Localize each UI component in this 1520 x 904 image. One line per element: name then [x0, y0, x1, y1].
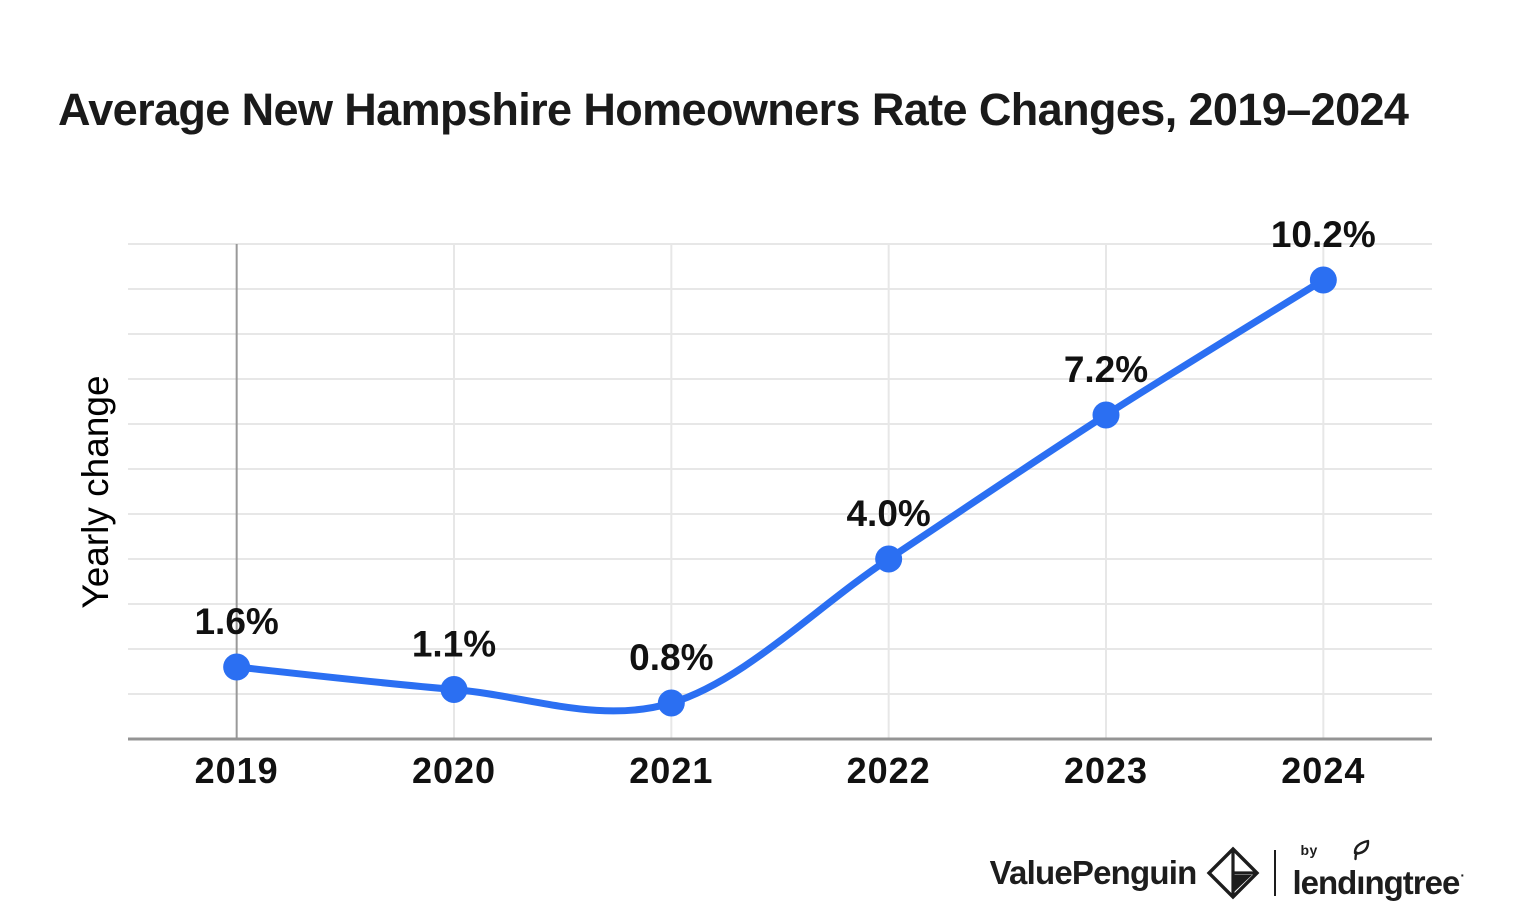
- leaf-icon: [1354, 839, 1370, 861]
- data-point: [1092, 401, 1120, 429]
- point-label: 7.2%: [1064, 349, 1148, 390]
- x-tick-label: 2023: [1064, 750, 1148, 791]
- data-point: [657, 689, 685, 717]
- point-label: 10.2%: [1271, 214, 1376, 255]
- data-point: [875, 545, 903, 573]
- point-label: 0.8%: [629, 637, 713, 678]
- trademark-dot: ·: [1460, 867, 1465, 883]
- valuepenguin-diamond-icon: [1207, 846, 1260, 900]
- data-point: [440, 676, 468, 703]
- data-point: [1309, 266, 1337, 294]
- footer-brand-lockup: ValuePenguin by lendıngtree·: [989, 839, 1465, 902]
- point-label: 4.0%: [846, 493, 930, 534]
- trend-line: [233, 276, 1327, 715]
- x-tick-label: 2019: [195, 750, 279, 791]
- lendingtree-lockup: by lendıngtree·: [1292, 839, 1465, 901]
- lendingtree-wordmark: lendıngtree·: [1292, 864, 1464, 901]
- point-label: 1.1%: [412, 624, 496, 665]
- by-label: by: [1300, 842, 1318, 858]
- x-tick-label: 2020: [412, 750, 496, 791]
- logo-divider: [1274, 850, 1277, 896]
- x-tick-label: 2021: [629, 750, 713, 791]
- x-tick-label: 2022: [847, 750, 931, 791]
- x-tick-label: 2024: [1281, 750, 1365, 791]
- chart-title: Average New Hampshire Homeowners Rate Ch…: [58, 84, 1409, 135]
- point-label: 1.6%: [194, 601, 278, 642]
- valuepenguin-wordmark: ValuePenguin: [989, 854, 1198, 891]
- data-point: [223, 653, 251, 681]
